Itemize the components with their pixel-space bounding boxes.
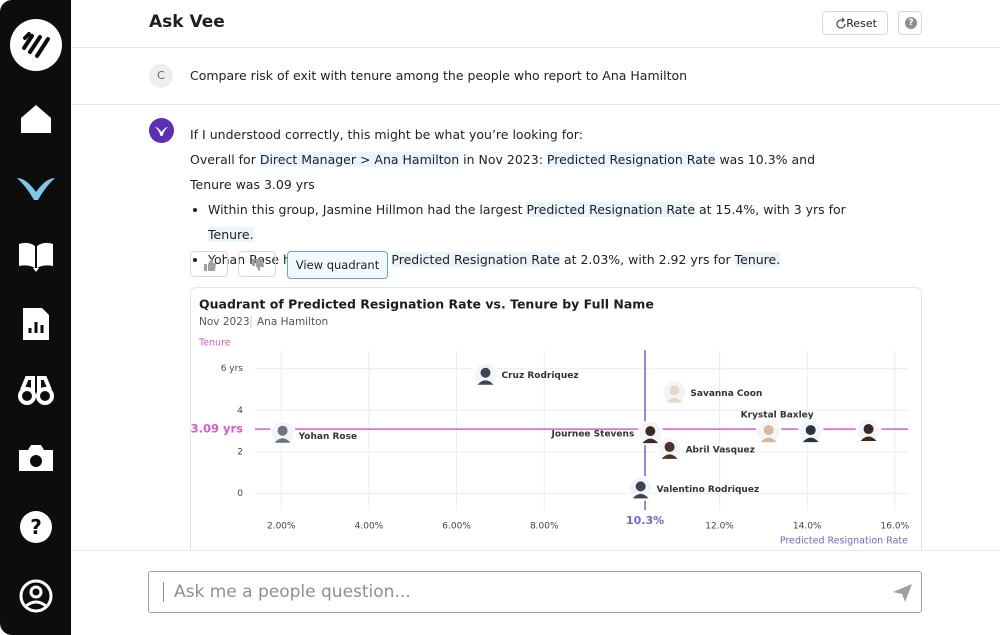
thumbs-up-icon <box>204 259 216 271</box>
point-label: Savanna Coon <box>690 389 762 399</box>
vee-avatar <box>149 118 174 143</box>
highlighted-term: Predicted Resignation Rate <box>526 202 696 217</box>
thumbs-up-button[interactable] <box>190 251 228 277</box>
x-axis-label: Predicted Resignation Rate <box>780 536 908 547</box>
x-tick-label: 8.00% <box>530 522 559 532</box>
highlighted-term: Tenure. <box>734 252 781 267</box>
y-tick-label: 2 <box>237 447 243 457</box>
input-bar: Ask me a people question... <box>71 550 1000 635</box>
avatar-face <box>669 385 680 396</box>
input-placeholder: Ask me a people question... <box>163 582 411 602</box>
answer-summary: Overall for Direct Manager > Ana Hamilto… <box>190 147 850 197</box>
reset-icon <box>836 17 846 29</box>
question-row: C Compare risk of exit with tenure among… <box>71 48 1000 105</box>
help-icon[interactable] <box>20 511 52 543</box>
avatar-body <box>860 436 877 442</box>
avatar-body <box>642 438 659 444</box>
avatar-face <box>635 481 646 492</box>
logo-mark <box>22 32 50 58</box>
y-axis-label: Tenure <box>198 338 231 349</box>
avatar-body <box>666 397 683 403</box>
answer-intro: If I understood correctly, this might be… <box>190 127 583 142</box>
x-tick-label: 6.00% <box>442 522 471 532</box>
chart-subtitle: Ana Hamilton <box>257 316 328 328</box>
reset-button[interactable]: Reset <box>822 11 888 35</box>
chart-title: Quadrant of Predicted Resignation Rate v… <box>199 297 654 312</box>
avatar-body <box>274 438 291 443</box>
page-title: Ask Vee <box>149 12 225 32</box>
avatar-body <box>661 454 678 459</box>
thumbs-down-button[interactable] <box>238 251 276 277</box>
book-icon[interactable] <box>19 242 53 272</box>
camera-lens <box>30 455 42 467</box>
highlighted-term: Tenure. <box>208 227 254 242</box>
x-tick-label: 14.0% <box>793 522 822 532</box>
header: Ask Vee Reset ? <box>71 0 1000 48</box>
avatar-body <box>802 437 819 443</box>
point-label: Cruz Rodriquez <box>502 371 579 381</box>
avatar-face <box>763 425 774 436</box>
avatar-face <box>805 425 816 436</box>
answer-text: was 10.3% and Tenure was 3.09 yrs <box>190 152 816 192</box>
reset-label: Reset <box>846 17 877 30</box>
vee-mark <box>155 127 168 136</box>
chart: Quadrant of Predicted Resignation Rate v… <box>191 297 910 547</box>
help-glyph: ? <box>30 515 42 539</box>
view-quadrant-button[interactable]: View quadrant <box>287 251 388 279</box>
x-reference-label: 10.3% <box>626 514 664 527</box>
point-label: Abril Vasquez <box>686 445 755 455</box>
profile-icon[interactable] <box>19 579 53 613</box>
chart-subtitle: Nov 2023 <box>199 316 250 328</box>
sidebar-icons: ? <box>10 19 62 613</box>
avatar-face <box>863 424 874 435</box>
x-tick-label: 12.0% <box>705 522 734 532</box>
avatar-face <box>277 425 288 436</box>
point-label: Krystal Baxley <box>741 411 814 421</box>
binoculars-icon[interactable] <box>18 376 54 405</box>
x-tick-label: 4.00% <box>355 522 384 532</box>
y-tick-label: 6 yrs <box>221 364 244 374</box>
avatar-body <box>760 437 777 443</box>
highlighted-term: Predicted Resignation Rate <box>391 252 560 267</box>
answer-text: at 2.03%, with 2.92 yrs for <box>559 252 735 267</box>
report-bars <box>28 322 44 333</box>
question-text: Compare risk of exit with tenure among t… <box>190 68 688 83</box>
x-tick-label: 2.00% <box>267 522 296 532</box>
user-avatar: C <box>149 64 173 88</box>
answer-text: Overall for <box>190 152 260 167</box>
highlighted-term: Predicted Resignation Rate <box>546 152 716 167</box>
answer-bullet: Within this group, Jasmine Hillmon had t… <box>208 197 850 247</box>
answer-text: at 15.4%, with 3 yrs for <box>695 202 846 217</box>
avatar-face <box>645 426 656 437</box>
answer-text: Within this group, Jasmine Hillmon had t… <box>208 202 527 217</box>
vee-icon[interactable] <box>17 178 55 200</box>
avatar-face <box>480 367 491 378</box>
help-label: ? <box>905 17 917 29</box>
avatar-body <box>632 493 649 499</box>
y-tick-label: 4 <box>237 406 243 416</box>
send-icon[interactable] <box>891 581 915 605</box>
y-reference-label: 3.09 yrs <box>191 422 244 436</box>
x-tick-label: 16.0% <box>881 522 910 532</box>
point-label: Journee Stevens <box>551 430 635 440</box>
help-button[interactable]: ? <box>898 11 922 35</box>
sidebar: ? <box>0 0 71 635</box>
answer-text: in Nov 2023: <box>459 152 547 167</box>
home-icon[interactable] <box>21 105 51 133</box>
y-tick-label: 0 <box>237 489 243 499</box>
avatar-body <box>477 380 494 385</box>
highlighted-term: Direct Manager > Ana Hamilton <box>259 152 460 167</box>
answer: If I understood correctly, this might be… <box>190 122 850 272</box>
point-label: Yohan Rose <box>298 432 357 442</box>
question-input[interactable]: Ask me a people question... <box>148 571 922 613</box>
avatar-face <box>664 441 675 452</box>
thumbs-down-icon <box>252 259 264 271</box>
point-label: Valentino Rodriquez <box>657 485 760 495</box>
answer-bullets: Within this group, Jasmine Hillmon had t… <box>190 197 850 272</box>
